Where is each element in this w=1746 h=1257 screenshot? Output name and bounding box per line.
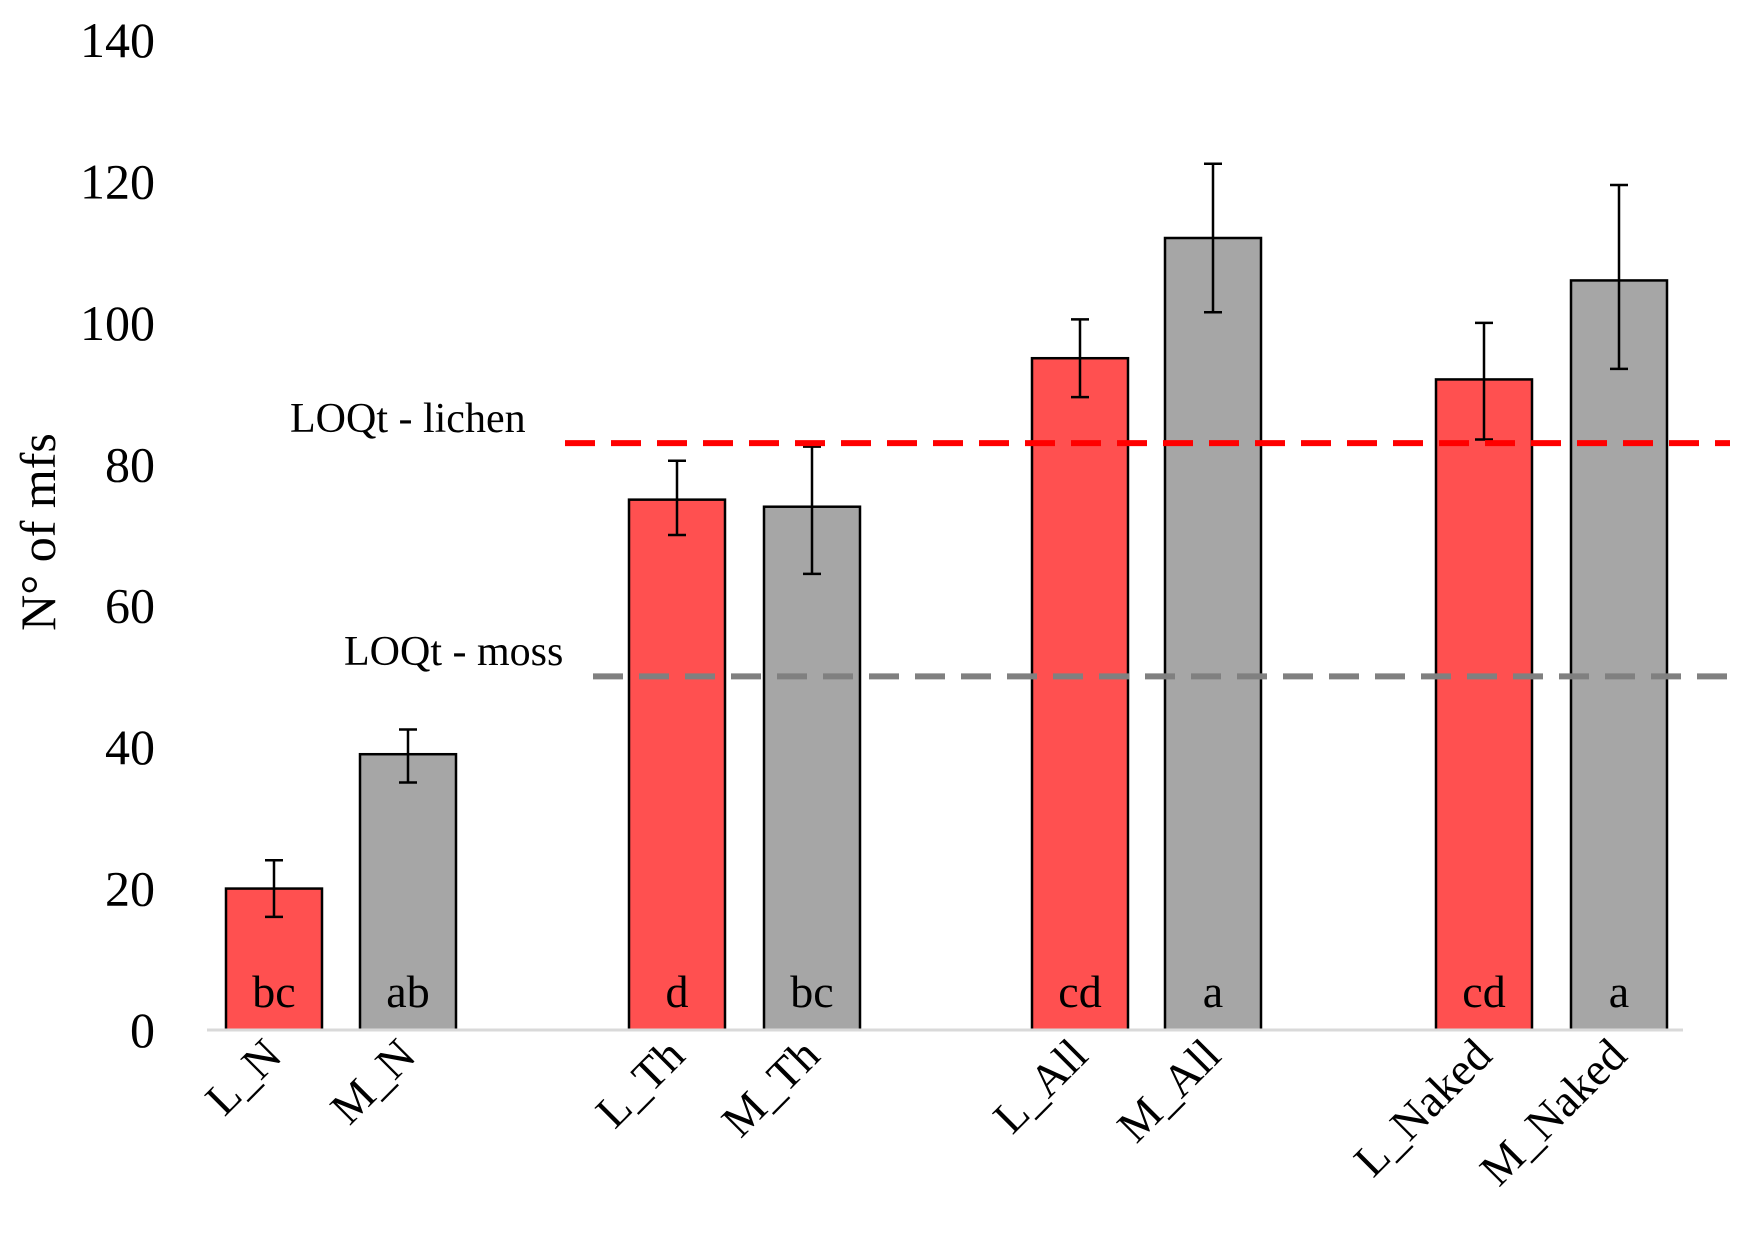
error-bar-L_All [1071,318,1089,399]
significance-letter: d [666,966,689,1017]
significance-letters: bc ab d bc cd a cd a [252,966,1629,1017]
bar-L_All [1030,356,1130,1032]
category-label: M_Th [712,1029,829,1146]
error-bar-L_Th [668,459,686,537]
bars [224,236,1669,1032]
category-label: M_N [320,1029,425,1134]
category-label: M_Naked [1470,1029,1636,1195]
error-bar-M_All [1204,162,1222,314]
error-bar-L_Naked [1475,321,1493,441]
significance-letter: cd [1462,966,1505,1017]
category-label: L_N [195,1029,291,1125]
y-axis-label: N° of mfs [10,433,66,631]
significance-letter: a [1203,966,1223,1017]
y-tick-label: 40 [105,719,155,775]
bar-M_N [358,752,458,1032]
significance-letter: bc [252,966,295,1017]
y-tick-label: 100 [80,295,155,351]
significance-letter: ab [386,966,429,1017]
reference-line-label-moss: LOQt - moss [344,629,563,675]
y-tick-label: 80 [105,436,155,492]
significance-letter: bc [790,966,833,1017]
error-bar-M_Naked [1610,183,1628,371]
bar-M_Th [762,505,862,1032]
y-axis-ticks: 0 20 40 60 80 100 120 140 [80,12,155,1058]
y-tick-label: 60 [105,578,155,634]
error-bar-L_N [265,859,283,919]
bar-L_Naked [1434,378,1534,1032]
bar-M_All [1163,236,1263,1032]
bar-M_Naked [1569,279,1669,1032]
error-bar-M_Th [803,445,821,576]
error-bar-M_N [399,728,417,784]
y-tick-label: 0 [130,1002,155,1058]
error-bars [265,162,1628,919]
category-label: M_All [1107,1029,1230,1152]
y-tick-label: 120 [80,153,155,209]
category-label: L_Th [586,1029,694,1137]
significance-letter: cd [1058,966,1101,1017]
bar-L_Th [627,498,727,1032]
reference-line-label-lichen: LOQt - lichen [290,396,526,442]
y-tick-label: 20 [105,861,155,917]
reference-lines: LOQt - lichen LOQt - moss [290,396,1730,680]
category-label: L_All [983,1029,1097,1143]
y-tick-label: 140 [80,12,155,68]
significance-letter: a [1609,966,1629,1017]
